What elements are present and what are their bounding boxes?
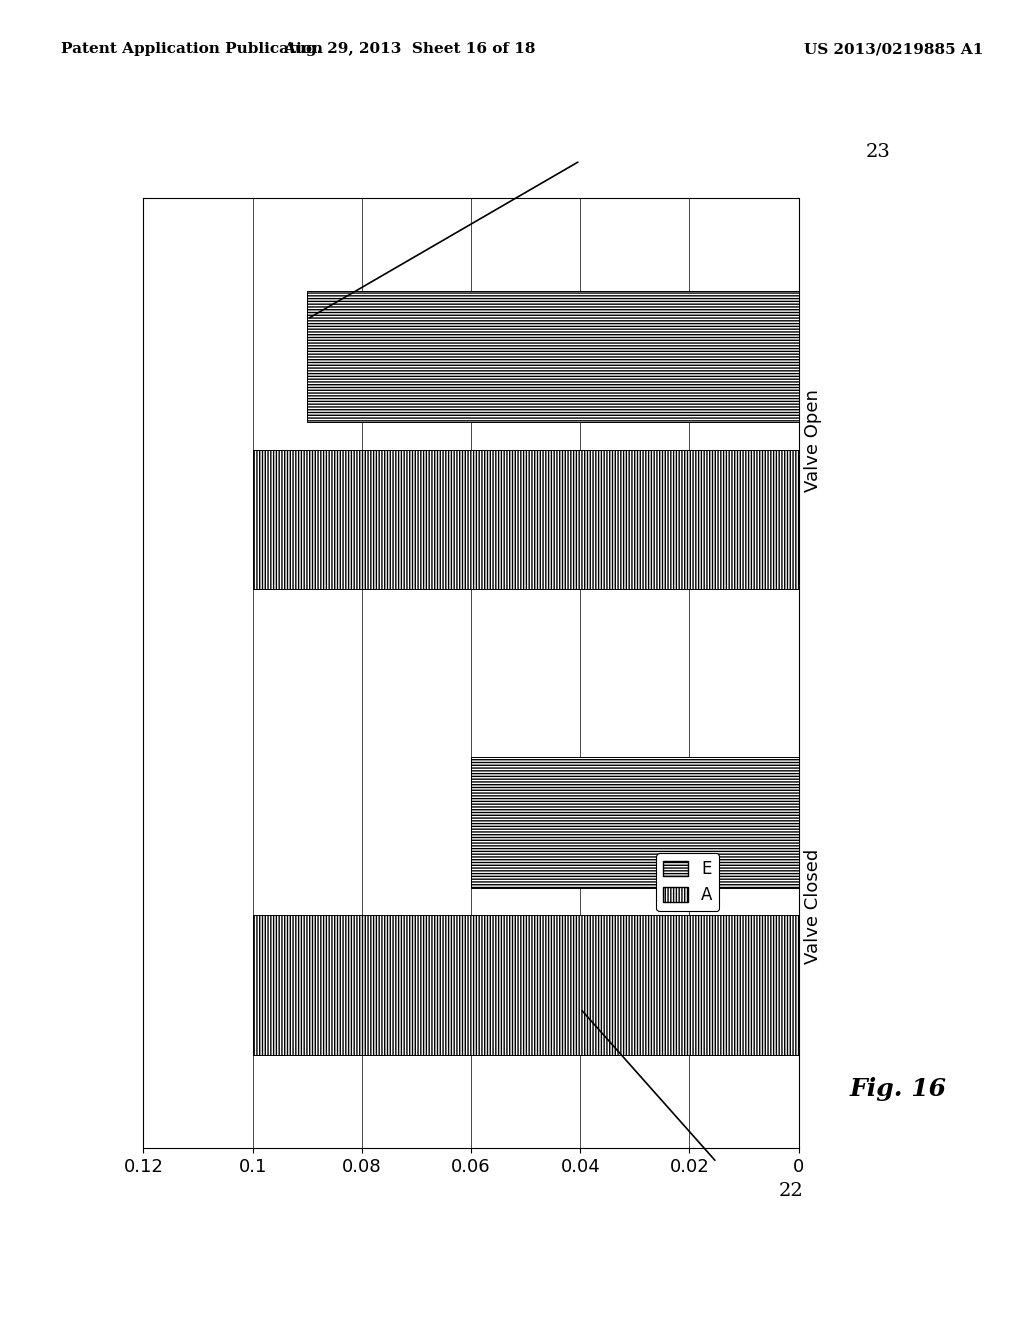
Text: Fig. 16: Fig. 16 [850, 1077, 947, 1101]
Bar [307, 292, 799, 421]
Text: Aug. 29, 2013  Sheet 16 of 18: Aug. 29, 2013 Sheet 16 of 18 [284, 42, 536, 57]
Text: Patent Application Publication: Patent Application Publication [61, 42, 324, 57]
Bar [253, 450, 799, 589]
Bar [253, 916, 799, 1055]
Legend: E, A: E, A [656, 854, 720, 911]
Text: US 2013/0219885 A1: US 2013/0219885 A1 [804, 42, 983, 57]
Bar [471, 758, 799, 887]
Text: 23: 23 [865, 143, 890, 161]
Text: 22: 22 [778, 1181, 803, 1200]
